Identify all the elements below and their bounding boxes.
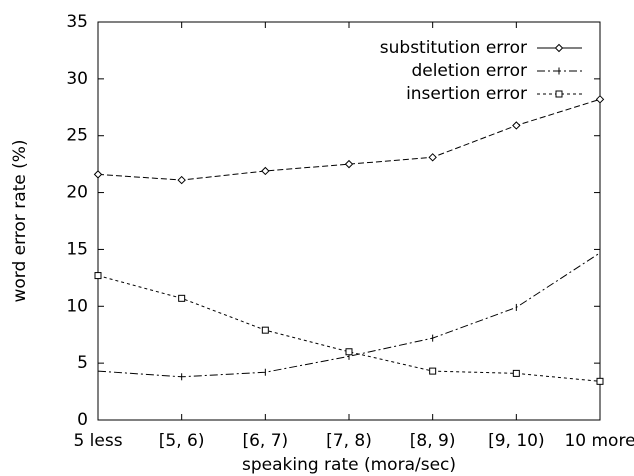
marker (512, 121, 521, 130)
legend-label: deletion error (411, 61, 527, 81)
x-tick-label: [9, 10) (488, 431, 545, 451)
y-tick-label: 20 (66, 183, 88, 203)
y-tick-label: 25 (66, 126, 88, 146)
x-tick-label: [5, 6) (159, 431, 205, 451)
marker (178, 294, 186, 302)
marker (429, 367, 437, 375)
x-tick-label: 5 less (73, 431, 122, 451)
marker (261, 166, 270, 176)
marker (345, 348, 353, 356)
marker (554, 43, 564, 53)
y-tick-label: 30 (66, 69, 88, 89)
x-tick-label: [6, 7) (242, 431, 288, 451)
y-tick-label: 10 (66, 296, 88, 316)
y-tick-label: 35 (66, 12, 88, 32)
y-tick-label: 15 (66, 239, 88, 259)
series-line (97, 275, 601, 382)
y-tick-label: 5 (77, 353, 88, 373)
marker (595, 95, 605, 104)
x-tick-label: [7, 8) (326, 431, 372, 451)
marker (177, 175, 186, 185)
marker (428, 153, 437, 162)
plot-frame (97, 21, 601, 421)
marker (512, 369, 520, 377)
x-tick-label: [8, 9) (410, 431, 456, 451)
legend-label: insertion error (406, 84, 527, 104)
y-axis-title: word error rate (%) (10, 139, 30, 302)
marker (555, 90, 563, 98)
marker (93, 170, 103, 179)
legend-label: substitution error (380, 38, 527, 58)
marker (94, 272, 102, 280)
marker (261, 326, 269, 334)
x-tick-label: 10 more (564, 431, 634, 451)
x-axis-title: speaking rate (mora/sec) (242, 455, 456, 475)
y-tick-label: 0 (77, 410, 88, 430)
marker (344, 159, 354, 169)
marker (596, 377, 604, 385)
